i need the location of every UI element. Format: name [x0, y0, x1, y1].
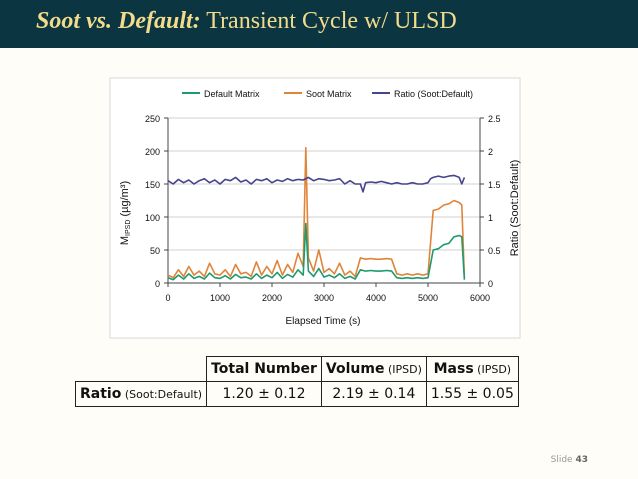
chart-axes — [164, 117, 484, 287]
table-row-label: Ratio (Soot:Default) — [74, 381, 208, 407]
chart-gridlines — [168, 117, 480, 284]
legend-label: Default Matrix — [204, 89, 260, 99]
slide-title: Soot vs. Default: Transient Cycle w/ ULS… — [36, 8, 457, 35]
x-axis-label: Elapsed Time (s) — [285, 316, 360, 327]
table-header-cell: Mass (IPSD) — [425, 356, 519, 382]
table-cell: 1.20 ± 0.12 — [206, 381, 322, 407]
x-tick-label: 0 — [165, 293, 170, 303]
line-chart: Default Matrix Soot Matrix Ratio (Soot:Def… — [109, 77, 521, 339]
slide-title-bold: Soot vs. Default: — [36, 8, 201, 34]
chart-area-background — [109, 77, 521, 339]
y-axis-right-label: Ratio (Soot:Default) — [509, 160, 521, 257]
x-tick-label: 1000 — [210, 293, 230, 303]
y-right-tick-label: 2 — [488, 147, 493, 157]
y-left-tick-label: 50 — [150, 246, 160, 256]
legend-label: Ratio (Soot:Default) — [394, 89, 473, 99]
table-header-row: Total Number Volume (IPSD) Mass (IPSD) — [75, 356, 519, 382]
slide-label: Slide — [550, 455, 573, 465]
slide-number: 43 — [575, 455, 588, 465]
chart-series — [167, 146, 466, 281]
x-tick-label: 4000 — [366, 293, 386, 303]
table-header-cell: Volume (IPSD) — [320, 356, 427, 382]
ratio-table: Total Number Volume (IPSD) Mass (IPSD) R… — [74, 356, 519, 407]
y-right-tick-label: 0 — [488, 279, 493, 289]
table-corner-cell — [75, 356, 208, 382]
y-axis-left-label: MIPSD (µg/m³) — [119, 181, 132, 245]
soot-matrix-line — [167, 146, 466, 279]
ratio-line — [167, 174, 466, 193]
y-left-tick-label: 200 — [145, 147, 160, 157]
chart-tick-labels: 0 50 100 150 200 250 0 0.5 1 1.5 2 2.5 0 1000 2000 3000… — [145, 114, 501, 303]
x-tick-label: 2000 — [262, 293, 282, 303]
y-left-tick-label: 150 — [145, 180, 160, 190]
slide-footer: Slide 43 — [551, 455, 588, 465]
y-left-tick-label: 100 — [145, 213, 160, 223]
table-cell: 1.55 ± 0.05 — [425, 381, 519, 407]
y-left-tick-label: 250 — [145, 114, 160, 124]
slide-header: Soot vs. Default: Transient Cycle w/ ULS… — [0, 0, 638, 48]
y-right-tick-label: 1.5 — [488, 180, 501, 190]
x-tick-label: 5000 — [418, 293, 438, 303]
table-header-cell: Total Number — [206, 356, 322, 382]
table-row: Ratio (Soot:Default) 1.20 ± 0.12 2.19 ± … — [74, 381, 519, 407]
default-matrix-line — [167, 222, 466, 281]
x-tick-label: 3000 — [314, 293, 334, 303]
y-right-tick-label: 1 — [488, 213, 493, 223]
x-tick-label: 6000 — [470, 293, 490, 303]
y-right-tick-label: 0.5 — [488, 246, 501, 256]
y-left-tick-label: 0 — [155, 279, 160, 289]
table-cell: 2.19 ± 0.14 — [320, 381, 427, 407]
y-right-tick-label: 2.5 — [488, 114, 501, 124]
legend-label: Soot Matrix — [306, 89, 352, 99]
chart-legend: Default Matrix Soot Matrix Ratio (Soot:Def… — [182, 89, 473, 99]
slide-title-rest: Transient Cycle w/ ULSD — [206, 8, 457, 34]
